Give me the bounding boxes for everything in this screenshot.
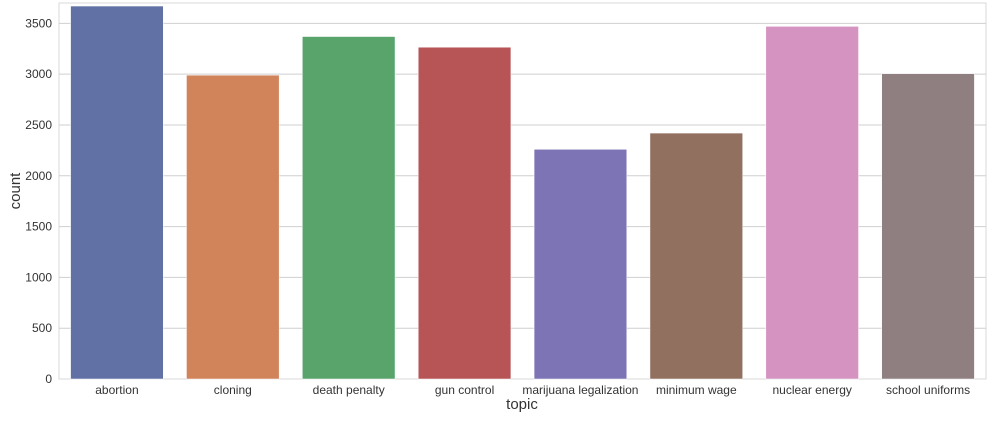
x-tick-label: marijuana legalization (522, 383, 638, 397)
y-tick-label: 2000 (25, 169, 52, 183)
x-axis-label: topic (506, 396, 538, 413)
bar-school-uniforms (881, 73, 975, 380)
bars (70, 5, 975, 380)
bar-nuclear-energy (765, 26, 859, 380)
bar-abortion (70, 5, 164, 380)
x-tick-label: abortion (95, 383, 138, 397)
y-tick-label: 0 (45, 372, 52, 386)
x-tick-label: death penalty (313, 383, 385, 397)
x-tick-label: cloning (214, 383, 252, 397)
x-tick-label: minimum wage (656, 383, 737, 397)
bar-cloning (186, 74, 280, 380)
x-tick-label: nuclear energy (772, 383, 851, 397)
y-tick-label: 2500 (25, 118, 52, 132)
bar-marijuana-legalization (533, 149, 628, 380)
y-tick-label: 3500 (25, 16, 52, 30)
bar-minimum-wage (649, 132, 743, 380)
x-tick-label: school uniforms (886, 383, 970, 397)
y-tick-label: 3000 (25, 67, 52, 81)
bar-gun-control (417, 46, 512, 380)
bar-death-penalty (302, 36, 396, 380)
x-tick-labels: abortion cloning death penalty gun control m… (95, 383, 970, 397)
y-tick-label: 1500 (25, 220, 52, 234)
x-tick-label: gun control (435, 383, 494, 397)
y-tick-labels: 0 500 1000 1500 2000 2500 3000 3500 (25, 16, 52, 386)
y-axis-label: count (7, 172, 24, 210)
y-tick-label: 500 (32, 321, 52, 335)
y-tick-label: 1000 (25, 270, 52, 284)
